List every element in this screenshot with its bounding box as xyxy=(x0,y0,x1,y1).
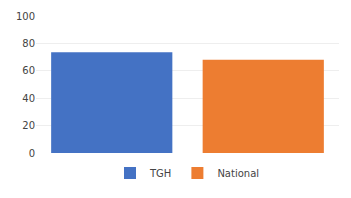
svg-text:TGH: TGH xyxy=(149,168,171,179)
svg-text:0: 0 xyxy=(29,148,35,159)
svg-text:60: 60 xyxy=(22,65,35,76)
svg-text:National: National xyxy=(217,168,259,179)
svg-text:100: 100 xyxy=(16,11,35,22)
svg-text:20: 20 xyxy=(22,120,35,131)
svg-text:40: 40 xyxy=(22,93,35,104)
svg-text:80: 80 xyxy=(22,38,35,49)
